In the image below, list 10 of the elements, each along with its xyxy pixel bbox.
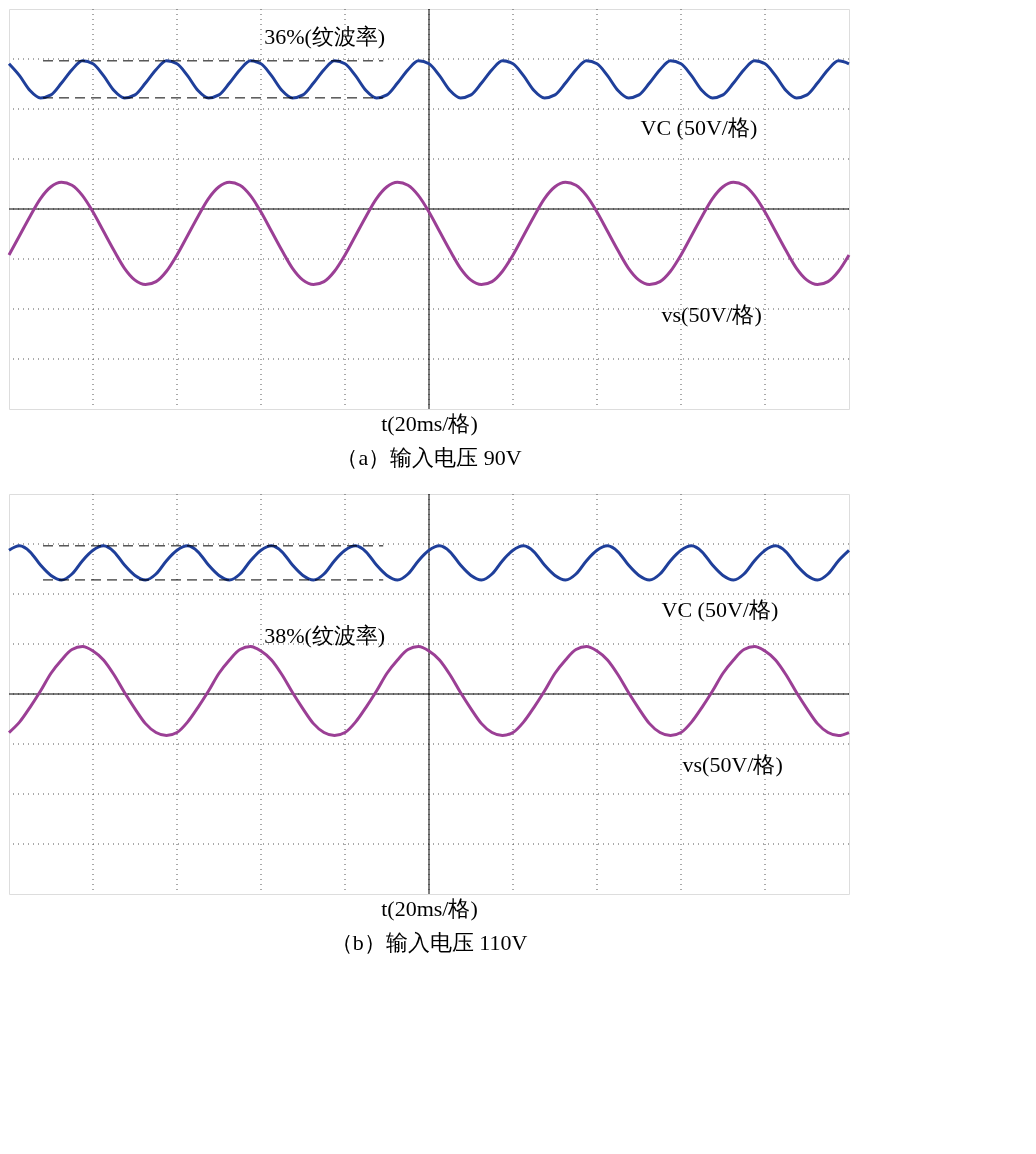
x-axis-title: t(20ms/格): [381, 410, 478, 436]
series-label: VC (50V/格): [661, 596, 779, 622]
text: （b）输入电压 110V: [330, 930, 528, 955]
series-label: VC (50V/格): [640, 114, 758, 140]
annotation: 38%(纹波率): [264, 622, 386, 648]
text: （a）输入电压 90V: [336, 445, 522, 470]
x-axis-title: t(20ms/格): [381, 895, 478, 921]
series-label: vs(50V/格): [682, 752, 783, 778]
series-label: vs(50V/格): [661, 301, 762, 327]
text: 36%(纹波率): [264, 23, 386, 49]
